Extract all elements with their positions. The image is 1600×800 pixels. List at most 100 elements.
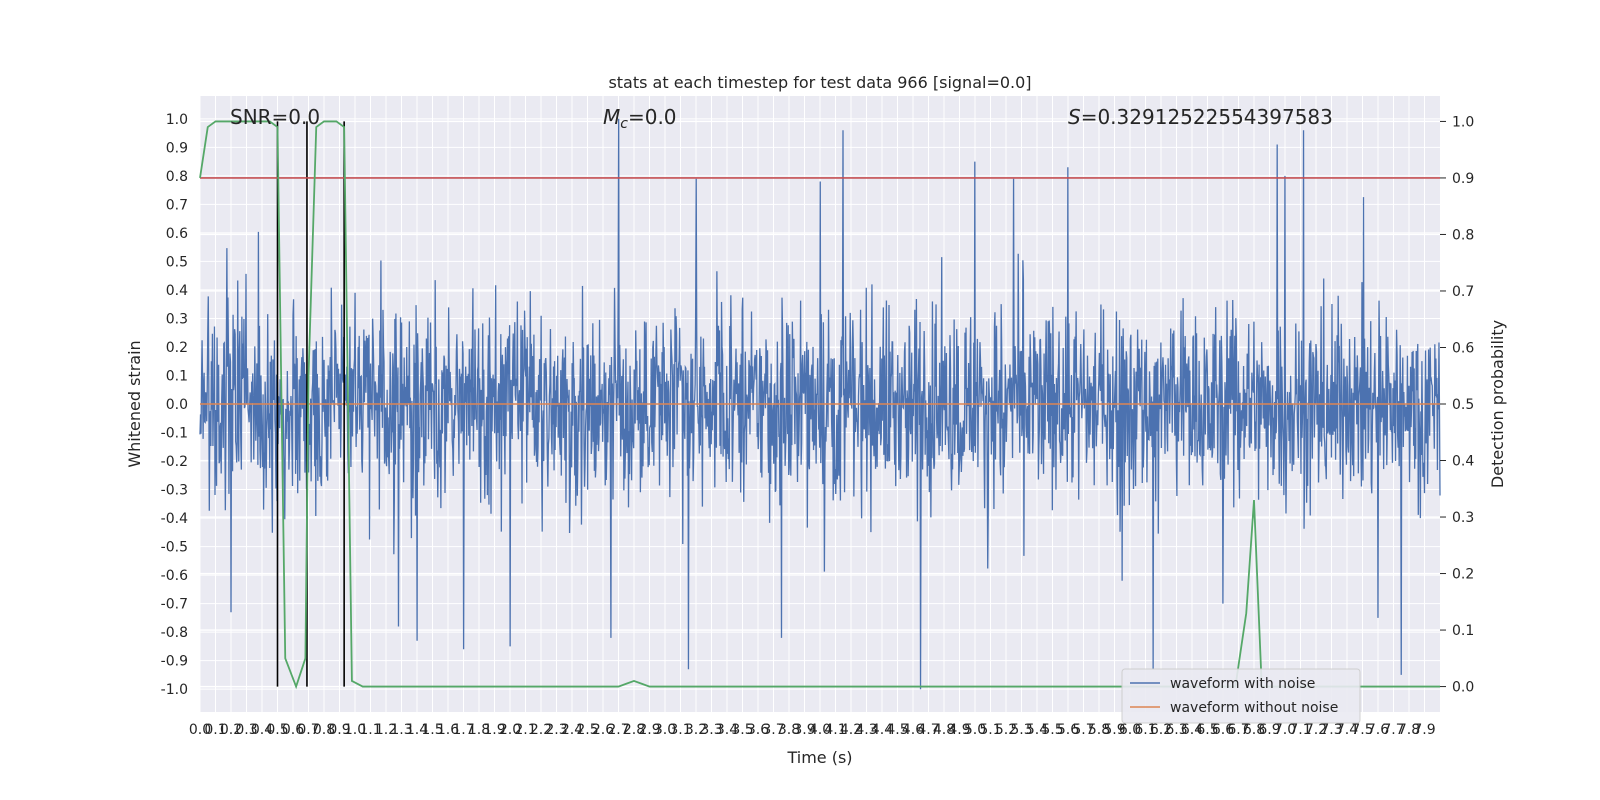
y-tick-label: 0.5 <box>166 254 188 270</box>
y-tick-label: 0.2 <box>166 340 188 356</box>
x-tick-label: 3.2 <box>685 722 707 738</box>
x-tick-label: 7.3 <box>1320 722 1342 738</box>
x-tick-label: 4.4 <box>871 722 893 738</box>
legend: waveform with noise waveform without noi… <box>1121 668 1361 724</box>
y2-axis-label: Detection probability <box>1488 320 1507 488</box>
x-tick-label: 7.8 <box>1398 722 1420 738</box>
x-tick-label: 0.5 <box>266 722 288 738</box>
chirp-mass-annotation: Mc=0.0 <box>603 105 677 132</box>
y-tick-label: -0.9 <box>161 654 188 670</box>
y-axis-label: Whitened strain <box>125 340 144 467</box>
y2-tick-label: 0.5 <box>1452 397 1474 413</box>
y2-tick-label: 0.8 <box>1452 227 1474 243</box>
y-tick-label: 0.9 <box>166 140 188 156</box>
y-axis-ticks: 1.0 0.9 0.8 0.7 0.6 0.5 0.4 0.3 0.2 0.1 0.0 -0.1 -0.… <box>161 112 188 698</box>
x-tick-label: 3.4 <box>716 722 738 738</box>
x-tick-label: 0.2 <box>220 722 242 738</box>
y-tick-label: -0.3 <box>161 483 188 499</box>
x-tick-label: 6.5 <box>1196 722 1218 738</box>
x-tick-label: 7.0 <box>1274 722 1296 738</box>
x-tick-label: 4.1 <box>824 722 846 738</box>
x-tick-label: 6.3 <box>1165 722 1187 738</box>
y-tick-label: 0.3 <box>166 311 188 327</box>
x-tick-label: 6.6 <box>1212 722 1234 738</box>
x-tick-label: 2.9 <box>638 722 660 738</box>
x-tick-label: 5.1 <box>979 722 1001 738</box>
score-symbol: S <box>1068 105 1081 129</box>
x-tick-label: 0.9 <box>328 722 350 738</box>
x-tick-label: 4.0 <box>809 722 831 738</box>
y-tick-label: 0.4 <box>166 283 188 299</box>
y2-tick-label: 0.2 <box>1452 567 1474 583</box>
x-tick-label: 7.5 <box>1351 722 1373 738</box>
x-tick-label: 2.2 <box>530 722 552 738</box>
x-tick-label: 1.9 <box>483 722 505 738</box>
x-tick-label: 5.9 <box>1103 722 1125 738</box>
chirp-mass-value: =0.0 <box>628 105 677 129</box>
x-tick-label: 5.2 <box>995 722 1017 738</box>
x-tick-label: 4.5 <box>886 722 908 738</box>
x-tick-label: 2.4 <box>561 722 583 738</box>
x-tick-label: 6.2 <box>1150 722 1172 738</box>
x-tick-label: 7.1 <box>1289 722 1311 738</box>
y-tick-label: 1.0 <box>166 112 188 128</box>
x-tick-label: 6.7 <box>1227 722 1249 738</box>
x-tick-label: 4.7 <box>917 722 939 738</box>
y-tick-label: -0.6 <box>161 568 188 584</box>
snr-annotation: SNR=0.0 <box>230 105 320 129</box>
x-tick-label: 1.7 <box>452 722 474 738</box>
x-tick-label: 2.7 <box>607 722 629 738</box>
y2-tick-label: 0.3 <box>1452 510 1474 526</box>
x-tick-label: 3.7 <box>762 722 784 738</box>
x-tick-label: 0.4 <box>251 722 273 738</box>
x-tick-label: 1.0 <box>344 722 366 738</box>
x-tick-label: 0.3 <box>235 722 257 738</box>
legend-label-noise: waveform with noise <box>1170 676 1315 692</box>
y-tick-label: 0.1 <box>166 368 188 384</box>
y-tick-label: -0.7 <box>161 597 188 613</box>
y-tick-label: -0.1 <box>161 426 188 442</box>
x-tick-label: 5.0 <box>964 722 986 738</box>
x-tick-label: 7.9 <box>1413 722 1435 738</box>
chart-title: stats at each timestep for test data 966… <box>608 73 1031 92</box>
x-tick-label: 1.1 <box>359 722 381 738</box>
waveform-with-noise-series <box>199 118 1441 690</box>
x-tick-label: 7.4 <box>1336 722 1358 738</box>
x-tick-label: 5.3 <box>1010 722 1032 738</box>
x-tick-label: 2.5 <box>576 722 598 738</box>
score-annotation: S=0.32912522554397583 <box>1068 105 1333 129</box>
x-tick-label: 0.6 <box>282 722 304 738</box>
y2-tick-label: 0.1 <box>1452 623 1474 639</box>
x-tick-label: 1.2 <box>375 722 397 738</box>
x-tick-label: 7.7 <box>1382 722 1404 738</box>
x-tick-label: 5.5 <box>1041 722 1063 738</box>
x-tick-label: 6.1 <box>1134 722 1156 738</box>
y-tick-label: 0.8 <box>166 169 188 185</box>
y-tick-label: -0.5 <box>161 540 188 556</box>
x-tick-label: 2.6 <box>592 722 614 738</box>
legend-box <box>1121 668 1361 724</box>
y2-tick-label: 0.6 <box>1452 340 1474 356</box>
y-tick-label: 0.0 <box>166 397 188 413</box>
y-tick-label: -0.4 <box>161 511 188 527</box>
x-tick-label: 5.4 <box>1026 722 1048 738</box>
x-tick-label: 1.8 <box>468 722 490 738</box>
x-tick-label: 3.9 <box>793 722 815 738</box>
x-tick-label: 2.0 <box>499 722 521 738</box>
x-tick-label: 0.7 <box>297 722 319 738</box>
y2-tick-label: 0.4 <box>1452 454 1474 470</box>
x-tick-label: 3.6 <box>747 722 769 738</box>
x-tick-label: 6.8 <box>1243 722 1265 738</box>
chirp-mass-subscript: c <box>620 116 628 132</box>
x-tick-label: 1.6 <box>437 722 459 738</box>
x-tick-label: 0.1 <box>204 722 226 738</box>
x-tick-label: 6.4 <box>1181 722 1203 738</box>
x-tick-label: 3.8 <box>778 722 800 738</box>
x-tick-label: 5.7 <box>1072 722 1094 738</box>
x-tick-label: 3.1 <box>669 722 691 738</box>
x-tick-label: 6.0 <box>1119 722 1141 738</box>
y2-tick-label: 0.7 <box>1452 284 1474 300</box>
x-tick-label: 0.0 <box>189 722 211 738</box>
chirp-mass-symbol: M <box>603 105 620 129</box>
